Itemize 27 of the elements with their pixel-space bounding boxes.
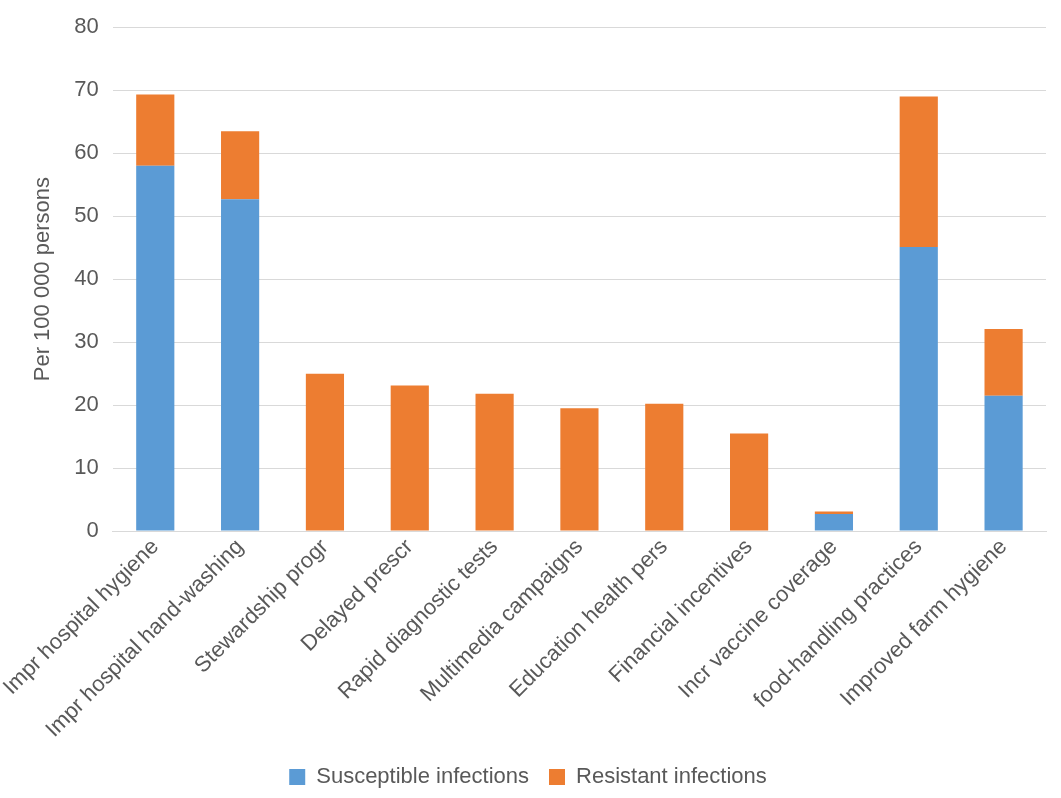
bar — [390, 385, 429, 531]
y-tick-label: 70 — [74, 76, 99, 102]
bar — [984, 328, 1023, 396]
bar — [136, 94, 175, 166]
bar — [560, 408, 599, 531]
bar — [984, 395, 1023, 531]
y-tick-label: 60 — [74, 139, 99, 165]
y-tick-label: 80 — [74, 13, 99, 39]
bar — [221, 199, 260, 531]
y-tick-label: 10 — [74, 454, 99, 480]
y-tick-label: 30 — [74, 328, 99, 354]
y-tick-label: 50 — [74, 202, 99, 228]
bar — [814, 514, 854, 531]
legend-label: Susceptible infections — [316, 763, 530, 789]
legend-label: Resistant infections — [576, 763, 767, 789]
y-tick-label: 40 — [74, 265, 99, 291]
bar — [305, 373, 345, 531]
bar — [221, 131, 260, 200]
y-tick-label: 0 — [86, 517, 99, 543]
bar — [136, 165, 175, 531]
y-axis-title: Per 100 000 persons — [29, 177, 55, 382]
bar — [475, 393, 514, 531]
bar — [645, 403, 684, 531]
bar — [899, 247, 938, 531]
y-tick-label: 20 — [74, 391, 99, 417]
bar — [899, 96, 938, 248]
bar — [730, 433, 769, 531]
